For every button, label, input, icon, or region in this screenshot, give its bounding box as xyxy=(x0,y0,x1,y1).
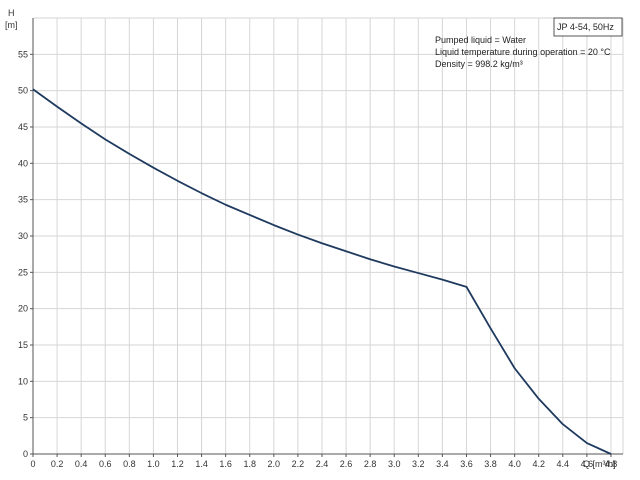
x-tick-label: 1.0 xyxy=(147,459,160,469)
x-axis-label: Q [m³/h] xyxy=(583,459,616,469)
x-tick-label: 3.8 xyxy=(484,459,497,469)
x-tick-label: 3.4 xyxy=(436,459,449,469)
y-tick-label: 20 xyxy=(18,304,28,314)
chart-title-box: JP 4-54, 50Hz xyxy=(553,17,623,37)
x-tick-label: 0.8 xyxy=(123,459,136,469)
x-tick-label: 3.0 xyxy=(388,459,401,469)
y-tick-label: 30 xyxy=(18,231,28,241)
x-tick-label: 0 xyxy=(30,459,35,469)
x-tick-label: 2.0 xyxy=(268,459,281,469)
x-tick-label: 4.0 xyxy=(508,459,521,469)
x-tick-label: 1.8 xyxy=(243,459,256,469)
x-tick-label: 4.6 xyxy=(581,459,594,469)
x-tick-label: 2.2 xyxy=(292,459,305,469)
y-tick-label: 55 xyxy=(18,49,28,59)
y-tick-label: 15 xyxy=(18,340,28,350)
annotation-liquid: Pumped liquid = Water xyxy=(435,35,526,45)
x-tick-label: 2.6 xyxy=(340,459,353,469)
annotation-density: Density = 998.2 kg/m³ xyxy=(435,59,523,69)
x-tick-label: 0.4 xyxy=(75,459,88,469)
x-tick-label: 0.6 xyxy=(99,459,112,469)
axes xyxy=(30,18,623,457)
x-tick-label: 1.2 xyxy=(171,459,184,469)
y-tick-label: 0 xyxy=(23,449,28,459)
tick-labels: 0 0.2 0.4 0.6 0.8 1.0 1.2 1.4 1.6 1.8 2.0 2.2 2.4 2.6… xyxy=(18,49,617,469)
x-tick-label: 0.2 xyxy=(51,459,64,469)
series-line xyxy=(32,88,612,455)
series xyxy=(32,88,612,455)
y-tick-label: 35 xyxy=(18,195,28,205)
x-tick-label: 4.8 xyxy=(605,459,618,469)
grid xyxy=(33,17,624,454)
chart-title: JP 4-54, 50Hz xyxy=(557,22,614,32)
annotations: Pumped liquid = Water Liquid temperature… xyxy=(435,35,611,69)
y-tick-label: 5 xyxy=(23,413,28,423)
x-tick-label: 1.4 xyxy=(195,459,208,469)
y-tick-label: 45 xyxy=(18,122,28,132)
chart-title-frame xyxy=(553,17,623,37)
x-tick-label: 2.8 xyxy=(364,459,377,469)
x-tick-label: 4.4 xyxy=(557,459,570,469)
x-tick-label: 4.2 xyxy=(532,459,545,469)
y-tick-label: 25 xyxy=(18,267,28,277)
x-tick-label: 3.2 xyxy=(412,459,425,469)
y-tick-label: 10 xyxy=(18,376,28,386)
y-axis-symbol: H xyxy=(8,8,15,18)
y-tick-label: 50 xyxy=(18,86,28,96)
x-tick-label: 2.4 xyxy=(316,459,329,469)
y-tick-label: 40 xyxy=(18,158,28,168)
x-tick-label: 1.6 xyxy=(219,459,232,469)
x-tick-label: 3.6 xyxy=(460,459,473,469)
y-axis-unit: [m] xyxy=(5,20,18,30)
annotation-temperature: Liquid temperature during operation = 20… xyxy=(435,47,611,57)
